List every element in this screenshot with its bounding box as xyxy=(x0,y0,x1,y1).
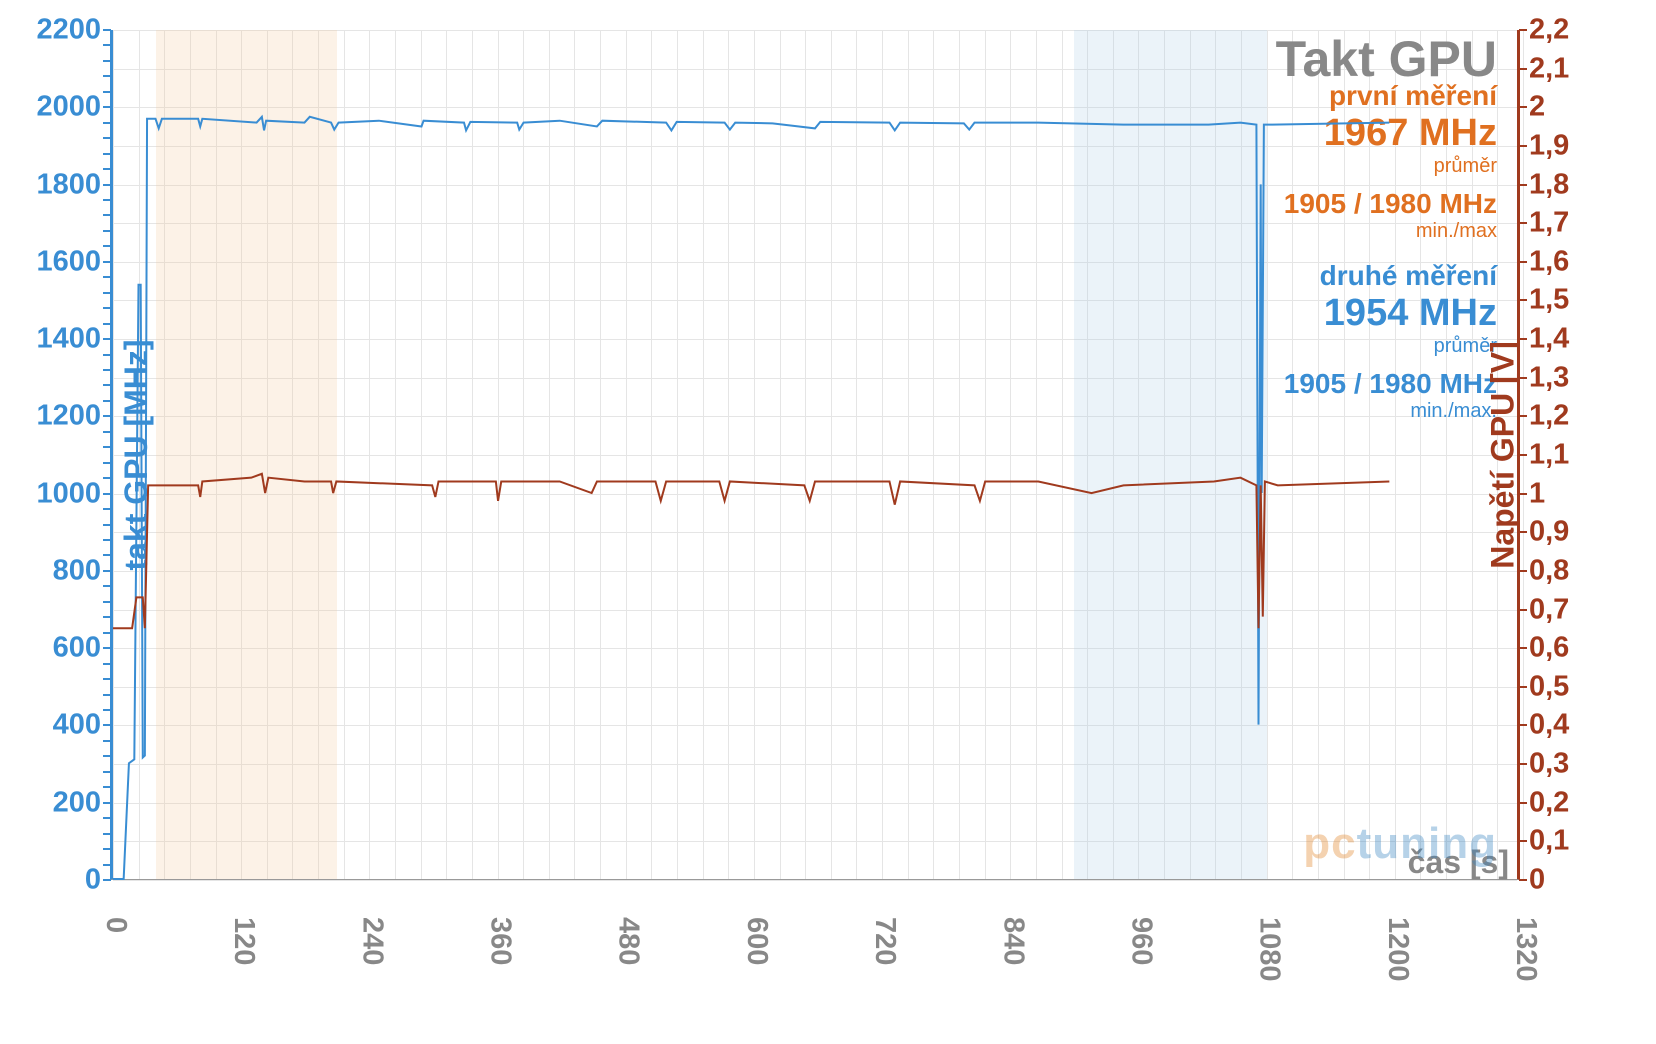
x-tick-label: 840 xyxy=(996,879,1029,965)
x-tick-label: 240 xyxy=(355,879,388,965)
series-voltage-line xyxy=(113,474,1389,628)
y-left-tick-label: 1600 xyxy=(36,245,113,278)
plot-area: Takt GPU první měření 1967 MHz průměr 19… xyxy=(110,30,1520,880)
y-left-tick-label: 1400 xyxy=(36,323,113,356)
x-tick-label: 480 xyxy=(612,879,645,965)
x-tick-label: 120 xyxy=(227,879,260,965)
chart-svg xyxy=(113,30,1517,879)
y-left-tick-label: 1000 xyxy=(36,477,113,510)
series-clock-line xyxy=(113,117,1389,879)
x-tick-label: 720 xyxy=(868,879,901,965)
x-tick-label: 0 xyxy=(99,879,132,933)
x-tick-label: 360 xyxy=(484,879,517,965)
chart-container: Takt GPU první měření 1967 MHz průměr 19… xyxy=(0,0,1656,1044)
x-tick-label: 600 xyxy=(740,879,773,965)
x-tick-label: 1320 xyxy=(1509,879,1542,982)
x-tick-label: 1080 xyxy=(1253,879,1286,982)
y-left-tick-label: 2200 xyxy=(36,14,113,47)
x-tick-label: 1200 xyxy=(1381,879,1414,982)
y-left-tick-label: 2000 xyxy=(36,91,113,124)
y-left-tick-label: 1800 xyxy=(36,168,113,201)
y-left-tick-label: 1200 xyxy=(36,400,113,433)
x-tick-label: 960 xyxy=(1124,879,1157,965)
